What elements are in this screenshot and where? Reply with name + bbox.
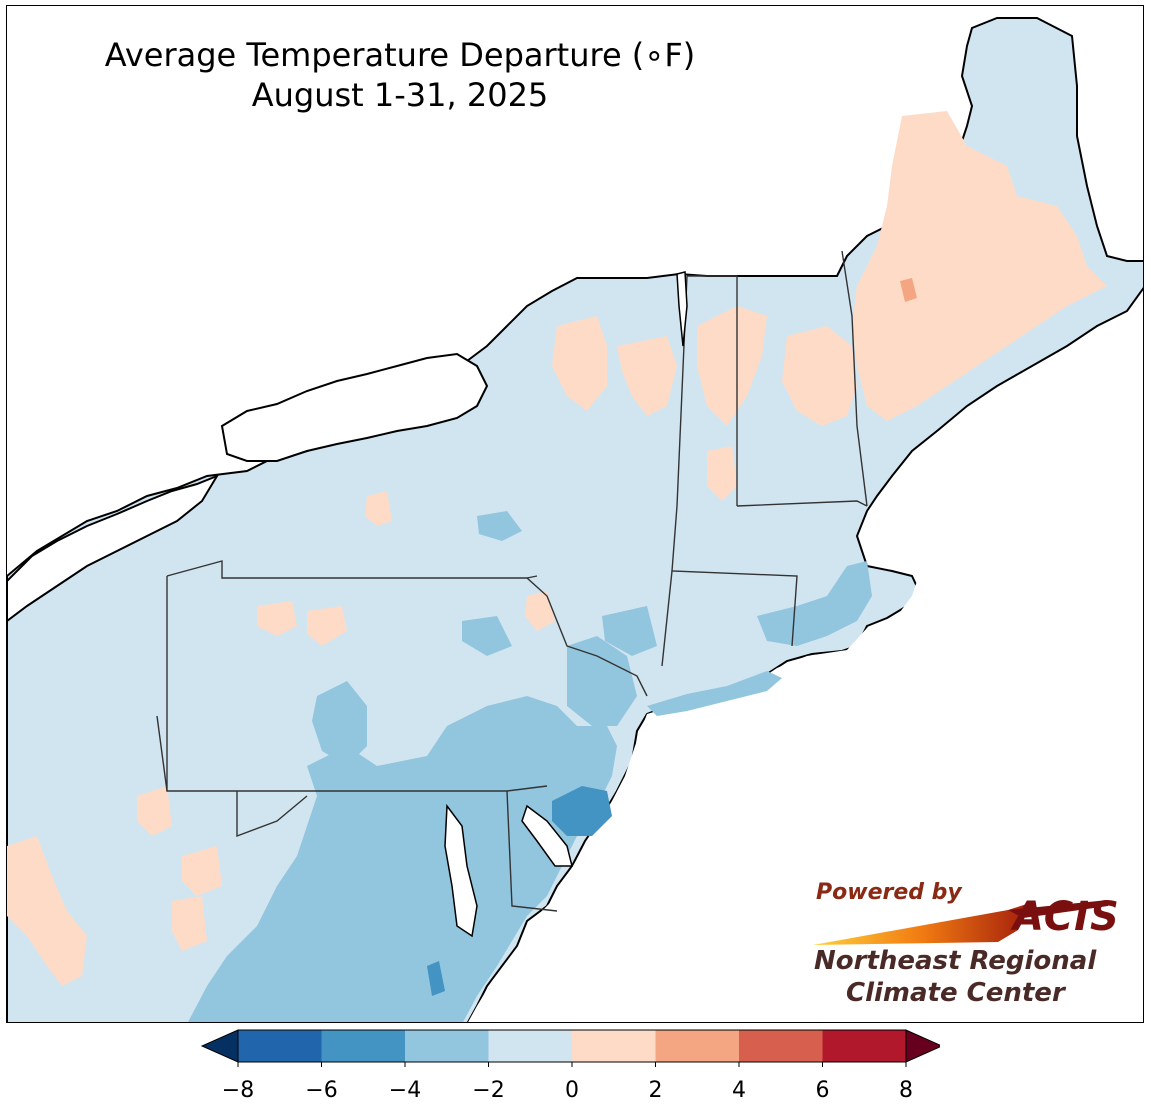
- warm-anomaly-vt: [697, 306, 767, 426]
- powered-by-text: Powered by: [816, 880, 962, 905]
- colorbar-tick-label: 2: [648, 1078, 663, 1103]
- warm-anomaly-maine: [852, 111, 1107, 421]
- warm-anomaly-wv2: [137, 786, 172, 836]
- colorbar-tick-label: −2: [472, 1078, 505, 1103]
- warm-anomaly-maine-spot: [900, 278, 917, 302]
- colorbar-tick-label: 6: [815, 1078, 830, 1103]
- map-canvas: [7, 17, 1143, 1022]
- cool-anomaly-hudson: [602, 606, 657, 656]
- map-subtitle: August 1-31, 2025: [251, 76, 549, 114]
- state-borders: [156, 250, 868, 912]
- colorbar-tick-label: 4: [732, 1078, 746, 1103]
- northeast-land: [7, 17, 1143, 1022]
- warm-anomaly-wv3: [182, 846, 222, 896]
- colorbar-segment: [572, 1030, 656, 1062]
- colorbar-tick-label: −6: [305, 1078, 338, 1103]
- warm-anomaly-wv4: [172, 896, 207, 951]
- colorbar-segment: [405, 1030, 489, 1062]
- cool-anomaly-nj-south: [552, 786, 612, 836]
- acis-wordmark: ACIS: [1013, 894, 1120, 940]
- warm-anomaly-ny-west: [365, 491, 392, 526]
- colorbar-segment: [822, 1030, 906, 1062]
- warm-anomaly-wv: [7, 836, 87, 986]
- colorbar-segment: [739, 1030, 823, 1062]
- colorbar-tick-label: −8: [221, 1078, 255, 1103]
- map-panel: [6, 5, 1144, 1023]
- atlantic-ocean: [468, 581, 1143, 1022]
- warm-anomaly-pa-ne: [525, 591, 555, 631]
- warm-anomaly-adirondack-east: [617, 336, 677, 416]
- warm-anomaly-vt-south: [707, 446, 737, 501]
- colorbar-tick-label: 8: [899, 1078, 913, 1103]
- cool-anomaly-ny-south: [462, 616, 512, 656]
- cool-anomaly-ct-ri: [757, 561, 872, 646]
- coastline-details: [444, 271, 688, 938]
- lake-erie: [7, 473, 220, 623]
- warm-anomaly-pa-west: [257, 601, 297, 636]
- warm-anomaly-adirondack: [552, 316, 607, 411]
- cool-anomaly-long-island: [647, 671, 782, 716]
- cool-anomaly-ny-central: [477, 511, 522, 541]
- colorbar-segment: [655, 1030, 739, 1062]
- org-name-line2: Climate Center: [846, 978, 1065, 1008]
- colorbar-segment: [321, 1030, 405, 1062]
- acis-swoosh-icon: [813, 900, 1108, 945]
- colorbar-segment: [238, 1030, 322, 1062]
- colorbar: [200, 1029, 940, 1067]
- cool-anomaly-chesapeake: [427, 961, 445, 996]
- org-name-line1: Northeast Regional: [814, 946, 1097, 976]
- lake-ontario: [220, 352, 489, 462]
- cool-anomaly-pa-central: [312, 681, 367, 766]
- colorbar-tick-label: 0: [565, 1078, 579, 1103]
- warm-anomaly-pa-west2: [307, 606, 347, 646]
- map-title: Average Temperature Departure (∘F): [104, 36, 696, 74]
- colorbar-tick-label: −4: [388, 1078, 422, 1103]
- colorbar-under-arrow: [200, 1029, 239, 1063]
- cool-anomaly-nj-north: [567, 636, 637, 726]
- cool-anomaly-southeast: [188, 696, 617, 1022]
- warm-anomaly-nh: [782, 326, 857, 426]
- colorbar-over-arrow: [905, 1029, 940, 1063]
- nrcc-logo: Powered by ACIS Northeast Regional Clima…: [808, 880, 1128, 1010]
- colorbar-segment: [488, 1030, 572, 1062]
